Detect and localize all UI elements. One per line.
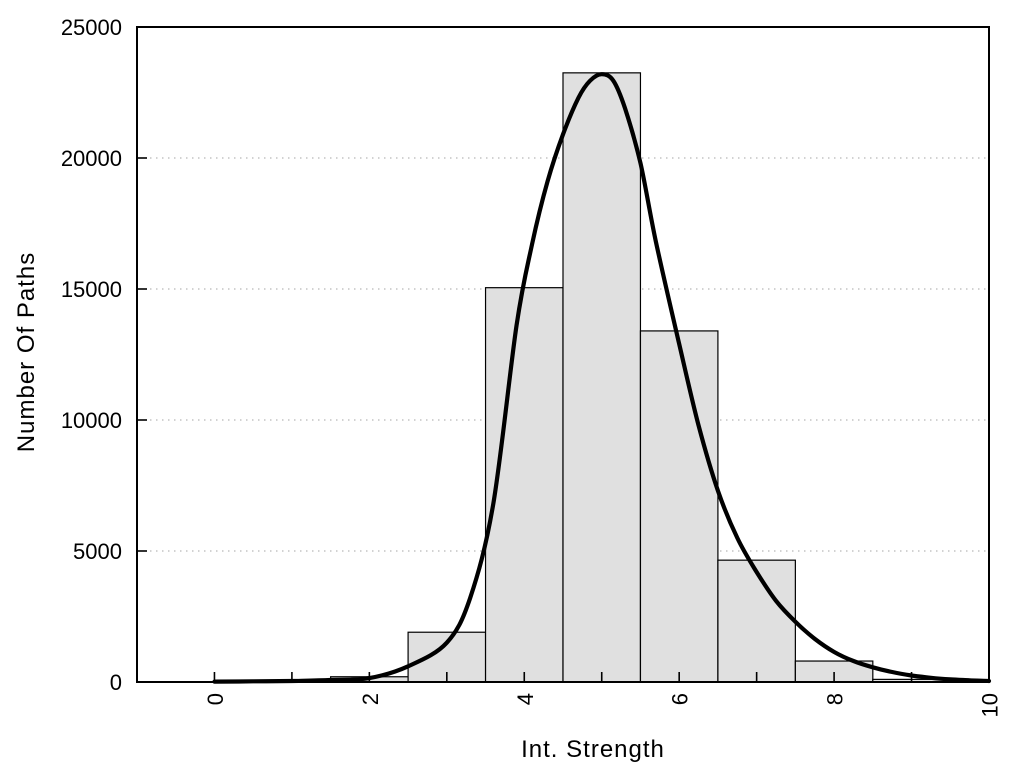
histogram-bar [562,72,642,683]
x-tick-label: 10 [978,693,1003,717]
x-tick-label: 0 [203,693,228,705]
x-tick-label: 2 [358,693,383,705]
x-axis-title: Int. Strength [521,736,665,763]
y-tick-label: 20000 [61,146,122,171]
y-axis-title: Number Of Paths [13,251,40,453]
y-tick-label: 25000 [61,15,122,40]
histogram-bar [717,559,796,683]
x-tick-label: 6 [668,693,693,705]
x-tick-label: 4 [513,693,538,705]
y-tick-label: 0 [110,670,122,695]
x-tick-label: 8 [823,693,848,705]
y-tick-label: 10000 [61,408,122,433]
density-curve [212,72,992,684]
y-tick-label: 15000 [61,277,122,302]
y-tick-label: 5000 [73,539,122,564]
histogram-bar [639,330,719,683]
plot-frame [136,26,990,683]
